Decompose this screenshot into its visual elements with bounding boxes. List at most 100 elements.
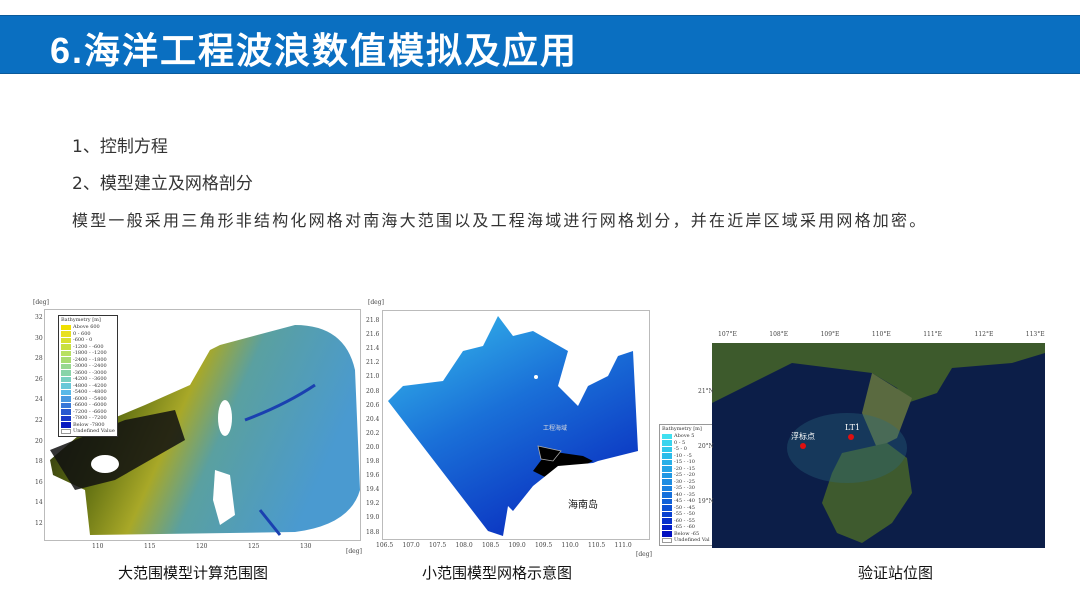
legend-label: Below -65 (674, 530, 700, 537)
legend-entry: -4800 - -4200 (61, 383, 115, 390)
legend-label: -55 - -50 (674, 511, 695, 517)
legend-label: -5400 - -4800 (73, 389, 107, 395)
legend-label: -60 - -55 (674, 517, 695, 524)
legend-swatch (662, 498, 672, 504)
y-tick-label: 20 (35, 437, 43, 445)
legend-entry: -15 - -10 (662, 459, 710, 466)
legend-entry: -10 - -5 (662, 453, 710, 460)
legend-entry: Below -7800 (61, 422, 115, 429)
legend-entry: -30 - -25 (662, 479, 710, 486)
y-tick-label: 18.8 (366, 528, 380, 536)
item-control-equations: 1、控制方程 (72, 137, 168, 157)
y-tick-label: 21°N (698, 388, 714, 395)
x-tick-label: 130 (300, 543, 312, 550)
y-tick-label: 28 (35, 355, 43, 363)
hainan-label: 海南岛 (568, 500, 598, 511)
legend-label: -35 - -30 (674, 485, 695, 491)
legend-label: -1200 - -600 (73, 343, 104, 350)
station-marker-lt1 (848, 434, 854, 440)
y-tick-label: 32 (35, 314, 43, 321)
y-tick-label: 19.2 (366, 500, 380, 508)
legend-swatch (61, 422, 71, 428)
legend-label: -7200 - -6600 (73, 408, 107, 415)
legend-entry: -2400 - -1800 (61, 357, 115, 364)
site-label: 工程海域 (543, 425, 568, 432)
legend-swatch (662, 440, 672, 446)
legend-entry: 0 - 600 (61, 331, 115, 338)
legend-entry: -65 - -60 (662, 524, 710, 531)
x-tick-label: 106.5 (376, 542, 394, 549)
bathymetry-map-local (388, 316, 649, 539)
legend-title: Bathymetry [m] (662, 426, 702, 432)
legend-swatch (61, 324, 71, 330)
legend-swatch (61, 383, 71, 389)
y-tick-label: 16 (35, 478, 43, 486)
y-tick-label: 20.6 (366, 401, 380, 409)
legend-entry: -6600 - -6000 (61, 402, 115, 409)
legend-swatch (61, 357, 71, 363)
legend-swatch (662, 531, 672, 537)
x-tick-label: 110°E (871, 331, 891, 338)
y-tick-label: 30 (35, 334, 43, 342)
x-tick-label: 111°E (923, 331, 943, 338)
legend-entry: -1200 - -600 (61, 344, 115, 351)
x-tick-label: 107.5 (429, 542, 447, 549)
legend-swatch (662, 505, 672, 511)
legend-entry: Above 5 (662, 433, 710, 440)
x-tick-label: 110.5 (588, 542, 606, 549)
y-tick-label: 19.0 (366, 514, 380, 522)
legend-swatch (61, 331, 71, 337)
legend-label: -2400 - -1800 (73, 356, 107, 363)
x-tick-label: 107°E (718, 331, 737, 338)
legend-label: -20 - -15 (674, 465, 695, 472)
x-tick-label: 109.0 (508, 542, 526, 549)
legend-swatch (662, 511, 672, 517)
x-tick-label: 112°E (974, 331, 994, 338)
legend-label: 0 - 600 (73, 330, 91, 337)
legend-title: Bathymetry [m] (61, 317, 101, 323)
y-tick-label: 19.8 (366, 458, 380, 465)
x-tick-label: 108.0 (455, 542, 473, 549)
legend-label: -65 - -60 (674, 524, 695, 530)
legend-label: -10 - -5 (674, 452, 692, 459)
x-tick-label: 125 (248, 543, 260, 550)
legend-swatch (61, 363, 71, 369)
y-tick-label: 24 (35, 396, 43, 404)
x-unit: [deg] (636, 551, 652, 558)
y-tick-label: 21.0 (366, 373, 380, 381)
y-tick-label: 26 (35, 375, 43, 383)
x-tick-label: 107.0 (402, 542, 420, 549)
y-tick-label: 20°N (698, 443, 714, 450)
legend-entry: Below -65 (662, 531, 710, 538)
legend-entry: -4200 - -3600 (61, 376, 115, 383)
legend-swatch (61, 402, 71, 408)
slide-title: 6.海洋工程波浪数值模拟及应用 (50, 30, 579, 71)
legend-label: -45 - -40 (674, 498, 695, 504)
legend-label: -6000 - -5400 (73, 395, 107, 402)
legend-label: -4200 - -3600 (73, 376, 107, 382)
legend-swatch (61, 415, 71, 421)
legend-label: -15 - -10 (674, 459, 695, 465)
legend-entry: -3000 - -2400 (61, 363, 115, 370)
legend-label: -4800 - -4200 (73, 382, 107, 389)
item-model-mesh: 2、模型建立及网格剖分 (72, 174, 253, 194)
legend-entry: Undefined Value (61, 428, 115, 435)
legend-swatch (662, 492, 672, 498)
legend-swatch (61, 350, 71, 356)
y-unit: [deg] (33, 299, 49, 306)
legend-swatch (61, 337, 71, 343)
y-tick-label: 22 (35, 417, 43, 424)
legend-entry: -40 - -35 (662, 492, 710, 499)
legend-swatch (662, 518, 672, 524)
legend-label: -40 - -35 (674, 491, 695, 498)
y-tick-label: 19°N (698, 498, 714, 505)
map-frame (382, 310, 650, 540)
legend-swatch (61, 370, 71, 376)
legend-swatch (61, 409, 71, 415)
legend-entry: 0 - 5 (662, 440, 710, 447)
legend-entry: -25 - -20 (662, 472, 710, 479)
legend-entry: Undefined Val (662, 537, 710, 544)
legend-label: -5 - 0 (674, 446, 687, 452)
y-tick-label: 20.8 (366, 387, 380, 395)
station-label-buoy: 浮标点 (791, 432, 815, 441)
